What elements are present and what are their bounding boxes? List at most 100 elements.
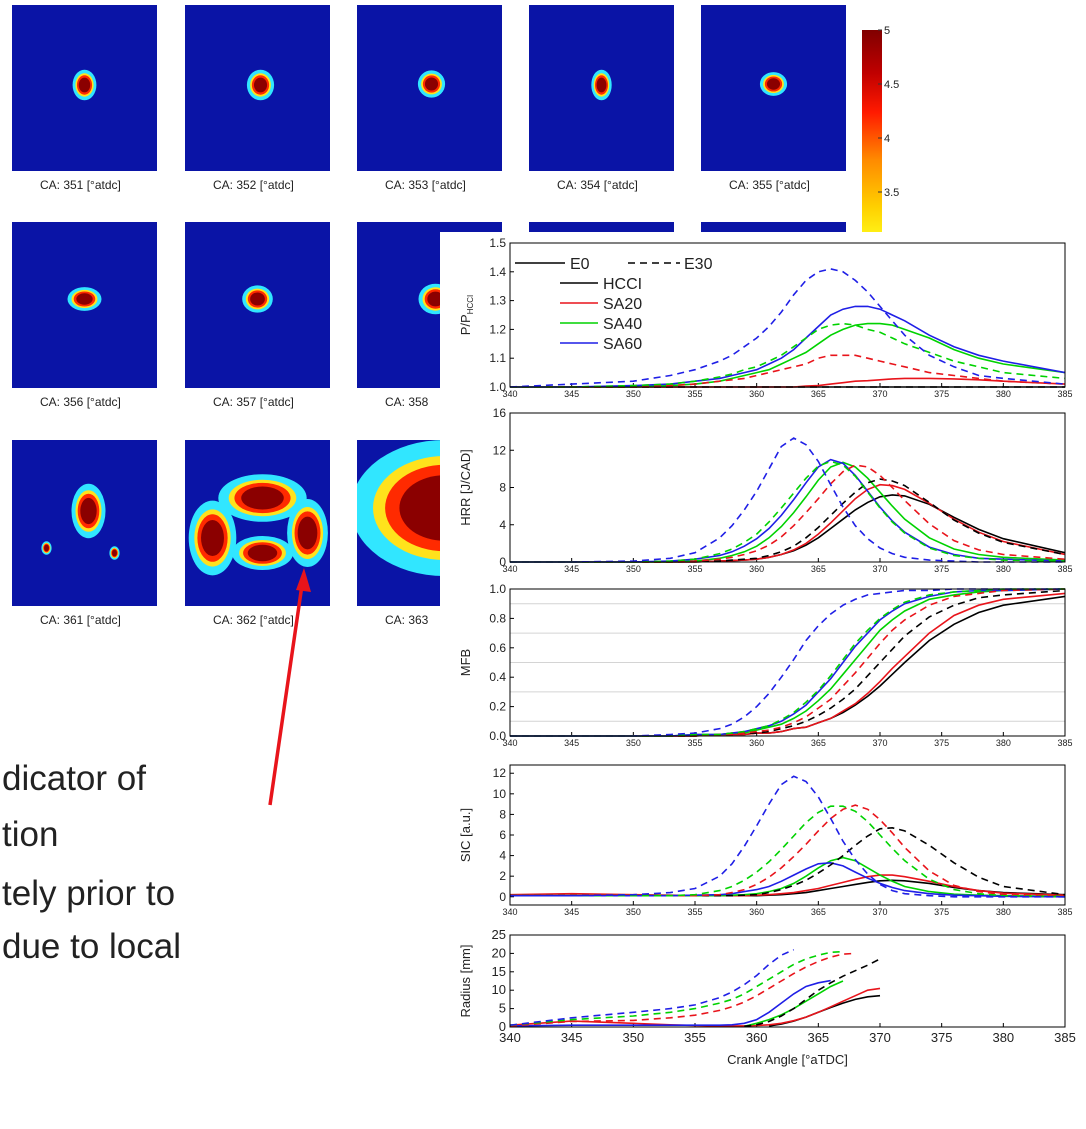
x-tick-label: 360: [749, 738, 764, 748]
arrow-shaft: [268, 584, 304, 806]
series-line: [510, 461, 1065, 563]
flame-blob: [596, 77, 607, 93]
x-tick-label: 340: [502, 738, 517, 748]
panel: 0.0 0.2 0.4 0.6 0.8 1.0 340 345 350 355 360 365 370 3…: [458, 582, 1073, 748]
colorbar-tick-label: 5: [884, 25, 890, 37]
x-tick-label: 350: [626, 907, 641, 917]
colorbar-gradient: [862, 30, 882, 246]
y-tick-label: 2: [499, 869, 506, 883]
series-line: [510, 464, 1065, 563]
flame-image: CA: 351 [°atdc]: [12, 5, 157, 192]
flame-blob: [297, 516, 318, 550]
flame-blob: [44, 544, 49, 552]
arrow-head: [296, 568, 311, 592]
x-tick-label: 380: [996, 738, 1011, 748]
series-line: [510, 460, 1065, 563]
x-tick-label: 345: [564, 389, 579, 399]
x-tick-label: 360: [746, 1030, 768, 1045]
y-axis-label: P/PHCCI: [458, 295, 475, 336]
y-tick-label: 4: [499, 849, 506, 863]
flame: [417, 70, 446, 98]
plot-frame: [509, 764, 1066, 906]
image-caption: CA: 355 [°atdc]: [729, 178, 810, 192]
plot-frame: [509, 412, 1066, 563]
slide-text-line: tion: [2, 815, 58, 854]
legend-label: HCCI: [603, 276, 642, 293]
x-tick-label: 370: [869, 1030, 891, 1045]
flame-blob: [427, 291, 444, 307]
series-line: [744, 958, 881, 1028]
x-tick-label: 355: [687, 564, 702, 574]
series-line: [510, 268, 1065, 388]
panel: 0 4 8 12 16 340 345 350 355 360 365 370 375 380 385 HRR…: [458, 406, 1073, 574]
x-tick-label: 385: [1054, 1030, 1076, 1045]
series-line: [510, 804, 1065, 898]
y-tick-label: 10: [492, 982, 506, 997]
y-tick-label: 20: [492, 945, 506, 960]
y-axis-label: SIC [a.u.]: [458, 808, 473, 862]
series-line: [510, 437, 1065, 563]
flame-image: CA: 361 [°atdc]: [12, 440, 157, 627]
y-tick-label: 8: [499, 481, 506, 495]
y-tick-label: 1.1: [489, 351, 506, 365]
legend-label: E0: [570, 256, 590, 273]
y-tick-label: 16: [493, 406, 507, 420]
x-tick-label: 375: [934, 738, 949, 748]
flame: [188, 474, 328, 576]
flame-image: CA: 357 [°atdc]: [185, 222, 330, 409]
chart-background: [440, 232, 1086, 1129]
x-tick-label: 355: [684, 1030, 706, 1045]
x-tick-label: 365: [811, 907, 826, 917]
flame-blob: [80, 497, 97, 525]
series-line: [510, 322, 1065, 388]
flame: [759, 72, 788, 96]
series-line: [510, 826, 1065, 897]
series-line: [510, 589, 1065, 737]
plot-frame: [509, 588, 1066, 737]
y-tick-label: 0.8: [489, 611, 506, 625]
flame: [591, 69, 612, 101]
x-tick-label: 355: [687, 907, 702, 917]
x-axis-label: Crank Angle [°aTDC]: [727, 1052, 848, 1067]
x-tick-label: 370: [872, 907, 887, 917]
legend-label: SA40: [603, 316, 642, 333]
x-tick-label: 350: [626, 564, 641, 574]
flame: [246, 69, 275, 101]
x-tick-label: 350: [626, 738, 641, 748]
y-tick-label: 1.2: [489, 322, 506, 336]
x-tick-label: 375: [934, 564, 949, 574]
y-tick-label: 5: [499, 1001, 506, 1016]
x-tick-label: 380: [996, 389, 1011, 399]
flame-image: CA: 354 [°atdc]: [529, 5, 674, 192]
x-tick-label: 360: [749, 907, 764, 917]
flame: [41, 483, 120, 560]
flame-blob: [76, 293, 93, 305]
flame-blob: [250, 292, 265, 306]
flame: [242, 285, 273, 313]
x-tick-label: 360: [749, 389, 764, 399]
slide-text: dicator of tion tely prior to due to local: [2, 759, 181, 966]
x-tick-label: 350: [626, 389, 641, 399]
image-caption: CA: 362 [°atdc]: [213, 613, 294, 627]
y-tick-label: 10: [493, 787, 507, 801]
x-tick-label: 360: [749, 564, 764, 574]
plot-area: [510, 588, 1065, 737]
x-tick-label: 385: [1057, 738, 1072, 748]
x-tick-label: 340: [502, 907, 517, 917]
flame-image: CA: 362 [°atdc]: [185, 440, 330, 627]
series-line: [510, 952, 856, 1027]
x-tick-label: 340: [502, 564, 517, 574]
y-tick-label: 0.2: [489, 700, 506, 714]
legend-label: SA60: [603, 336, 642, 353]
series-line: [510, 588, 1065, 737]
series-line: [510, 948, 795, 1026]
series-line: [510, 305, 1065, 388]
series-line: [510, 588, 1065, 737]
slide-text-line: dicator of: [2, 759, 146, 798]
x-tick-label: 355: [687, 389, 702, 399]
panel: 1.0 1.1 1.2 1.3 1.4 1.5 340 345 350 355 360 365 370 3…: [458, 236, 1073, 399]
y-axis-label: MFB: [458, 649, 473, 676]
x-tick-label: 350: [622, 1030, 644, 1045]
image-caption: CA: 351 [°atdc]: [40, 178, 121, 192]
